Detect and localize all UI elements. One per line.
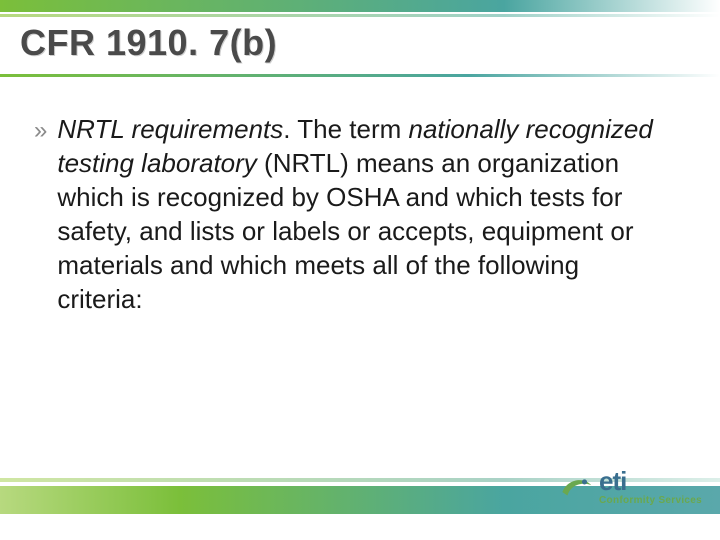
logo-word: eti: [599, 468, 702, 494]
logo-swoosh-icon: [559, 470, 593, 504]
logo: eti Conformity Services: [559, 468, 702, 506]
title-underline: [0, 74, 720, 77]
slide-body: » NRTL requirements. The term nationally…: [34, 112, 670, 316]
slide: CFR 1910. 7(b) » NRTL requirements. The …: [0, 0, 720, 540]
bullet-marker: »: [34, 114, 47, 148]
top-accent-thin: [0, 14, 720, 17]
bullet-text: NRTL requirements. The term nationally r…: [57, 112, 670, 316]
bullet-item: » NRTL requirements. The term nationally…: [34, 112, 670, 316]
logo-subtitle: Conformity Services: [599, 496, 702, 506]
slide-title: CFR 1910. 7(b): [20, 22, 277, 64]
top-accent-band: [0, 0, 720, 12]
body-italic-segment: NRTL requirements: [57, 114, 283, 144]
body-segment: . The term: [283, 114, 408, 144]
logo-text-block: eti Conformity Services: [599, 468, 702, 506]
